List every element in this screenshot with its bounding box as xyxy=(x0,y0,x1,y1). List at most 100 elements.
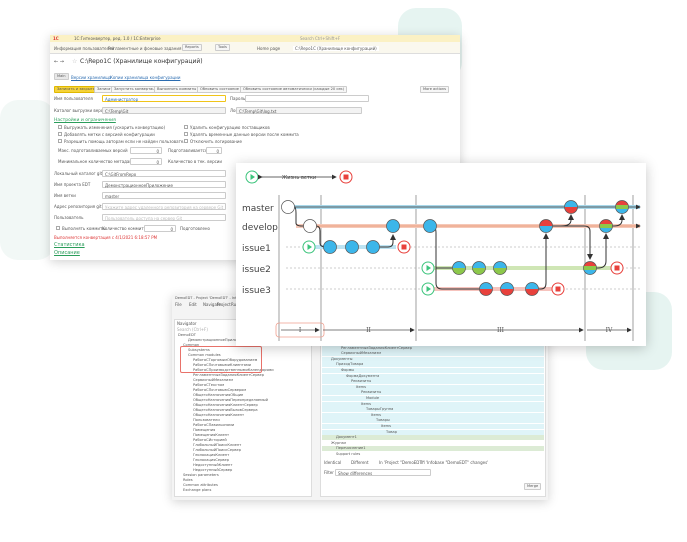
navigator-tree-item[interactable]: DemoEDT xyxy=(178,333,196,337)
opt2-checkbox[interactable] xyxy=(184,125,188,129)
navigator-tree-item[interactable]: ОбщегоНазначенияКлиентСервер xyxy=(193,403,258,407)
compare-row[interactable]: Формы xyxy=(322,368,544,373)
export-dir-field[interactable]: C:\Temp\Git xyxy=(105,109,129,114)
user-field[interactable]: Администратор xyxy=(105,97,139,102)
navigator-tree-item[interactable]: ДемонстрационноеПриложение xyxy=(188,338,250,342)
min-meta-field[interactable]: 0 xyxy=(156,160,159,165)
repo-field[interactable]: Укажите адрес удаленного репозитория на … xyxy=(105,205,224,210)
search-input[interactable]: Search Ctrl+Shift+F xyxy=(300,36,341,41)
navigator-tree-item[interactable]: Subsystems xyxy=(188,348,210,352)
navigator-tree-item[interactable]: Roles xyxy=(183,478,193,482)
navigator-tree-item[interactable]: Common modules xyxy=(188,353,221,357)
menu-reports[interactable]: Reports xyxy=(182,44,202,51)
back-button[interactable]: ← → xyxy=(54,59,64,65)
branch-field[interactable]: master xyxy=(105,194,120,199)
navigator-tree-item[interactable]: Common xyxy=(183,343,200,347)
navigator-tree-item[interactable]: РаботаСПроизводственнымиКалендарями xyxy=(193,368,274,372)
edt-menu-item[interactable]: Navigate xyxy=(203,302,221,307)
desc-link[interactable]: Описание xyxy=(54,250,80,256)
filter-select[interactable]: Show differences xyxy=(338,471,373,476)
compare-row[interactable]: ТоварыГруппа xyxy=(322,407,544,413)
merge-button[interactable]: Merge xyxy=(524,483,542,490)
star-icon[interactable]: ☆ xyxy=(72,58,78,65)
navigator-tree-item[interactable]: РегламентныеЗаданияКлиентСервер xyxy=(193,373,265,377)
opt1-checkbox[interactable] xyxy=(58,125,62,129)
navigator-search[interactable]: Search (Ctrl+F) xyxy=(177,327,208,332)
compare-row[interactable]: Документ1 xyxy=(322,435,544,441)
compare-row[interactable]: Документы xyxy=(322,356,544,362)
subtab-main[interactable]: Main xyxy=(54,73,69,80)
compare-row[interactable]: СервисныйМеханизм xyxy=(322,351,544,357)
subtab-versions[interactable]: Версии хранилища xyxy=(71,75,112,80)
settings-link[interactable]: Настройки и ограничения xyxy=(54,118,116,123)
compare-row[interactable]: Items xyxy=(322,412,544,418)
compare-row[interactable]: Items xyxy=(322,424,544,429)
navigator-tree-item[interactable]: ГлобальныйПоискКлиент xyxy=(193,443,242,447)
navigator-tree-item[interactable]: Пользователи xyxy=(193,418,220,422)
compare-row[interactable]: Module xyxy=(322,396,544,401)
navigator-tree-item[interactable]: Exchange plans xyxy=(183,488,212,492)
compare-row[interactable]: Реквизиты xyxy=(322,390,544,396)
navigator-tree-item[interactable]: РаботаСТекстом xyxy=(193,383,225,387)
compare-row[interactable]: Перечисление1 xyxy=(322,446,544,452)
subtab-copies[interactable]: Копии хранилища конфигурации xyxy=(110,75,181,80)
compare-row[interactable]: ПриходТовара xyxy=(322,362,544,368)
opt4-checkbox[interactable] xyxy=(184,132,188,136)
compare-row[interactable]: Реквизиты xyxy=(322,379,544,385)
edt-menu-item[interactable]: Project xyxy=(217,302,231,307)
navigator-tree-item[interactable]: РаботаСПочтовымСервером xyxy=(193,388,247,392)
navigator-tree-item[interactable]: РаботаСТорговымОборудованием xyxy=(193,358,258,362)
compare-row[interactable]: Товар xyxy=(322,429,544,435)
git-user-field[interactable]: Пользователь доступа на сервер Git xyxy=(105,216,183,221)
navigator-tree-item[interactable]: Помещения xyxy=(193,428,216,432)
password-field[interactable] xyxy=(245,95,369,102)
compare-row[interactable]: Items xyxy=(322,384,544,390)
navigator-tree-item[interactable]: ГлобальныйПоискСервер xyxy=(193,448,242,452)
menu-tools[interactable]: Tools xyxy=(215,44,230,51)
navigator-tree-item[interactable]: НедоступныйСервер xyxy=(193,468,233,472)
stats-link[interactable]: Статистика xyxy=(54,242,85,248)
navigator-tree-item[interactable]: РаботаСПавильонами xyxy=(193,423,235,427)
edt-menu-item[interactable]: File xyxy=(175,302,182,307)
auto-refresh-button[interactable]: Обновить состояние автоматически (каждые… xyxy=(240,86,348,93)
preparing-field[interactable]: 0 xyxy=(216,149,219,154)
commit-button[interactable]: Выполнить коммиты xyxy=(154,86,200,93)
compare-row[interactable]: Items xyxy=(322,401,544,407)
compare-row[interactable]: Support rules xyxy=(322,452,544,457)
navigator-tree-item[interactable]: ОбщегоНазначенияКлиент xyxy=(193,413,245,417)
log-field[interactable]: C:\Temp\Git\log.txt xyxy=(239,109,277,114)
commit-checkbox[interactable] xyxy=(56,226,60,230)
commit-count-field[interactable]: 0 xyxy=(170,227,173,232)
navigator-tree-item[interactable]: Session parameters xyxy=(183,473,219,477)
navigator-tree-item[interactable]: ОбщегоНазначенияВызовСервера xyxy=(193,408,258,412)
edt-menu-item[interactable]: Edit xyxy=(189,302,197,307)
opt5-checkbox[interactable] xyxy=(58,139,62,143)
navigator-tree-item[interactable]: ГеолокацияСервер xyxy=(193,458,230,462)
more-actions-button[interactable]: More actions xyxy=(420,86,449,93)
edt-menu-item[interactable]: Run xyxy=(231,302,239,307)
navigator-tree-item[interactable]: НедоступныйКлиент xyxy=(193,463,233,467)
opt3-checkbox[interactable] xyxy=(58,132,62,136)
navigator-tree-item[interactable]: РаботаСПочтовымиКлиентами xyxy=(193,363,251,367)
opt6-checkbox[interactable] xyxy=(184,139,188,143)
navigator-tree-item[interactable]: СервисныйМеханизм xyxy=(193,378,233,382)
menu-user-info[interactable]: Информация пользователей xyxy=(54,46,115,51)
navigator-tree-item[interactable]: РаботаСИсторией xyxy=(193,438,227,442)
max-versions-field[interactable]: 0 xyxy=(156,149,159,154)
navigator-tree-item[interactable]: ОбщегоНазначенияОбщие xyxy=(193,393,244,397)
navigator-tree-item[interactable]: ПомещенияКлиент xyxy=(193,433,230,437)
menu-jobs[interactable]: Регламентные и фоновые задания xyxy=(108,46,182,51)
tab-home-page[interactable]: Home page xyxy=(257,46,281,51)
local-dir-field[interactable]: C:\GitFromRepo xyxy=(105,172,137,177)
refresh-button[interactable]: Обновить состояние xyxy=(197,86,242,93)
navigator-tree-item[interactable]: ОбщегоНазначенияПереопределяемый xyxy=(193,398,268,402)
tab-repo[interactable]: C:\Repo1C (Хранилище конфигураций) xyxy=(293,46,379,51)
compare-row[interactable]: Товары xyxy=(322,418,544,424)
edt-field[interactable]: ДемонстрационноеПриложение xyxy=(105,183,173,188)
navigator-tree-item[interactable]: ГеолокацияКлиент xyxy=(193,453,230,457)
save-close-button[interactable]: Записать и закрыть xyxy=(54,86,98,93)
compare-row[interactable]: ФормаДокумента xyxy=(322,373,544,379)
navigator-tree-item[interactable]: Common attributes xyxy=(183,483,218,487)
compare-row[interactable]: Журнал xyxy=(322,440,544,446)
compare-row[interactable]: РегламентныеЗаданияКлиентСервер xyxy=(322,345,544,351)
